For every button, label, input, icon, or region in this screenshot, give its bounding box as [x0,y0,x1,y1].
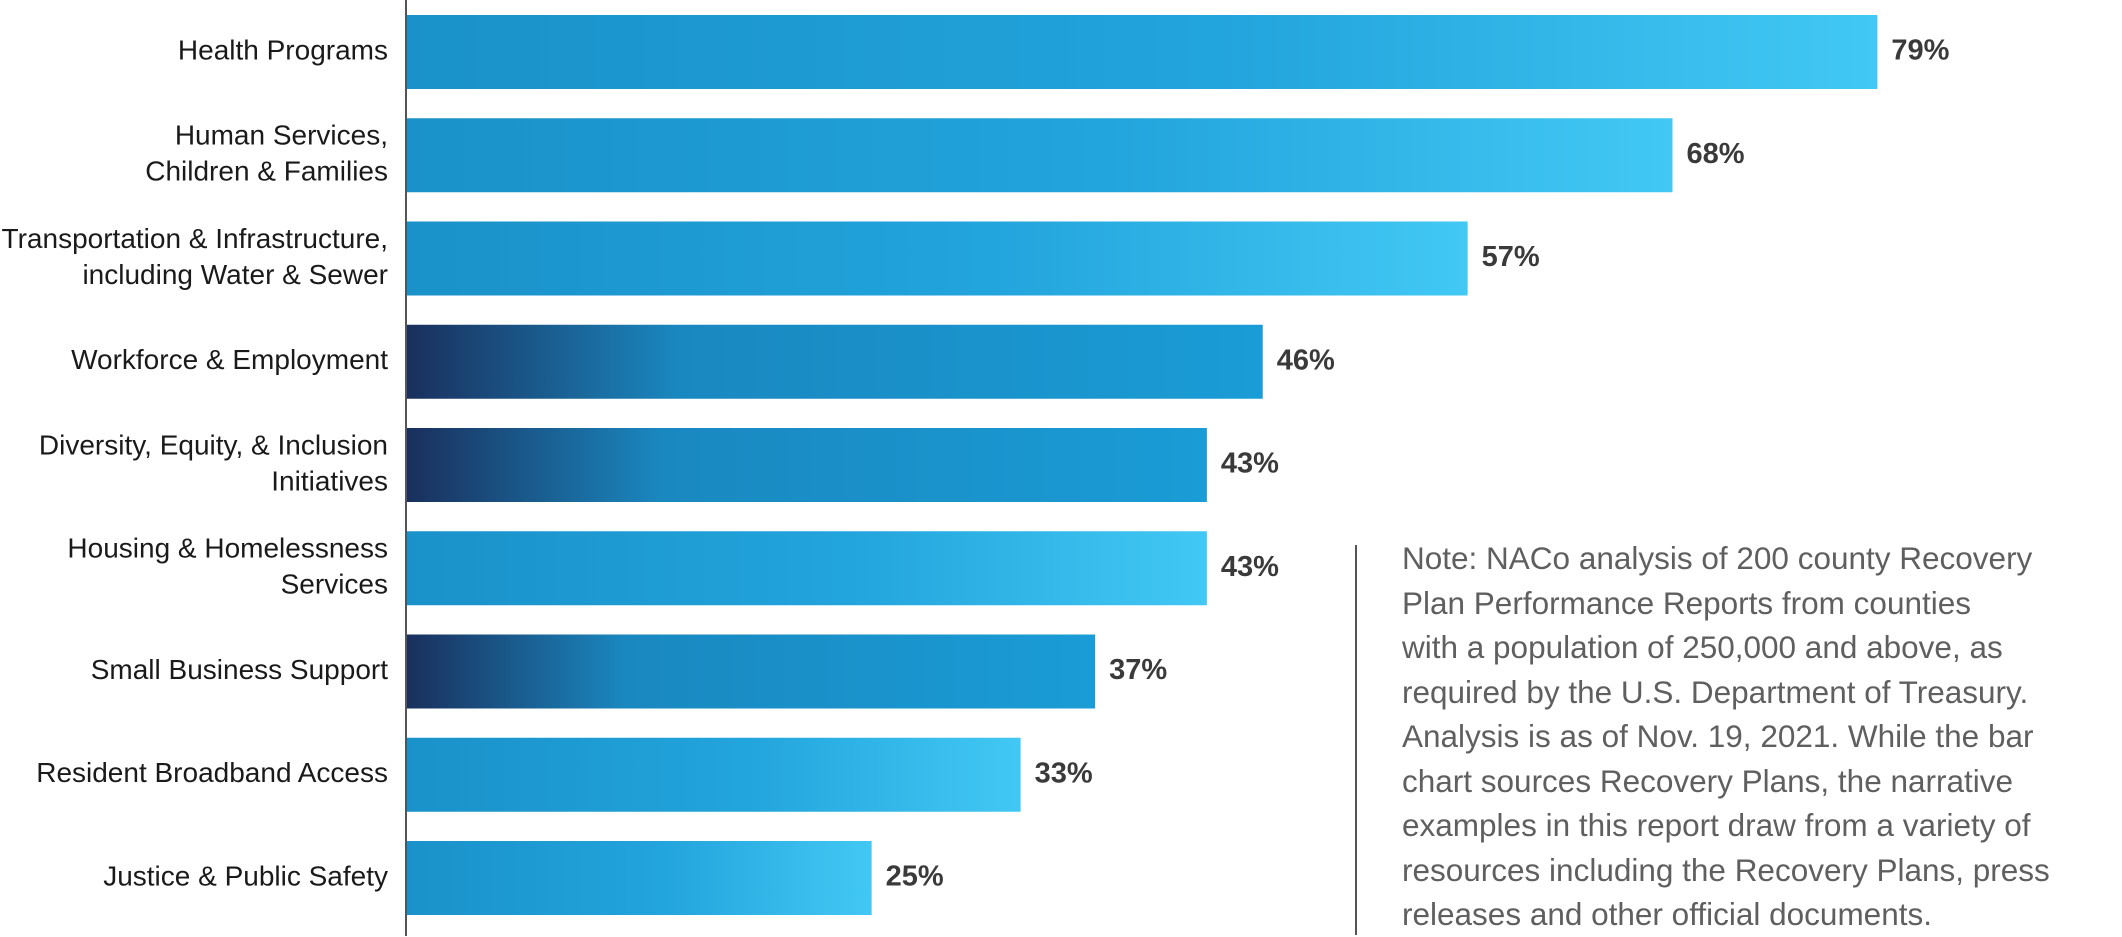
category-label-line: Workforce & Employment [71,344,388,375]
bar [406,841,872,915]
category-label: Health Programs [178,34,388,65]
category-label: Diversity, Equity, & Inclusion Initiative… [39,429,388,496]
category-label-line: including Water & Sewer [82,259,388,290]
bar [406,118,1673,193]
category-label: Resident Broadband Access [36,757,388,788]
bar [406,221,1468,296]
category-label-line: Children & Families [145,156,388,187]
bar [406,15,1878,89]
category-label-line: Diversity, Equity, & Inclusion [39,429,388,460]
value-label: 46% [1277,344,1335,376]
category-label-line: Small Business Support [91,654,388,685]
value-label: 57% [1482,241,1540,273]
category-label: Human Services, Children & Families [145,120,388,187]
category-label: Transportation & Infrastructure, includin… [2,223,388,290]
value-label: 79% [1891,35,1949,67]
value-label: 25% [886,861,944,893]
value-label: 43% [1221,448,1279,480]
value-label: 43% [1221,551,1279,583]
value-label: 37% [1109,654,1167,686]
category-label-line: Resident Broadband Access [36,757,388,788]
category-label: Housing & Homelessness Services [67,533,388,600]
category-label-line: Justice & Public Safety [103,860,388,891]
bar [406,428,1207,502]
bar [406,634,1096,709]
category-label: Justice & Public Safety [103,860,388,891]
category-label: Small Business Support [91,654,388,685]
bar [406,531,1207,606]
category-label-line: Health Programs [178,34,388,65]
value-label: 33% [1035,757,1093,789]
bar [406,737,1021,812]
category-label: Workforce & Employment [71,344,388,375]
chart-note: Note: NACo analysis of 200 county Recove… [1402,540,2050,932]
category-label-line: Transportation & Infrastructure, [2,223,388,254]
category-label-line: Housing & Homelessness [67,533,388,564]
category-label-line: Services [281,569,388,600]
category-label-line: Human Services, [175,120,388,151]
note-divider [1355,545,1357,935]
category-label-line: Initiatives [271,465,388,496]
bar [406,324,1263,399]
value-label: 68% [1687,138,1745,170]
